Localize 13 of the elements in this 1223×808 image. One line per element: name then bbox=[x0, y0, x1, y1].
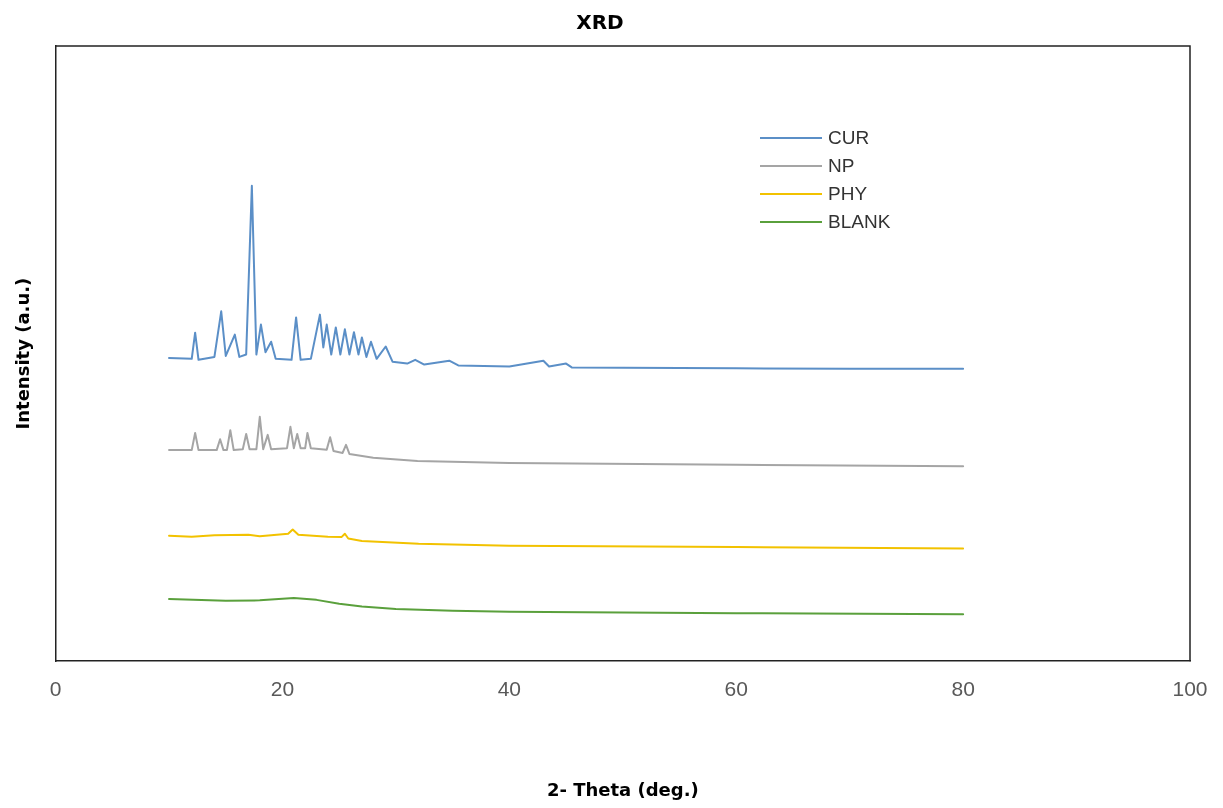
x-tick-label: 100 bbox=[1172, 676, 1208, 700]
legend-label: BLANK bbox=[828, 211, 891, 233]
legend-label: NP bbox=[828, 155, 855, 177]
chart-title: XRD bbox=[576, 10, 624, 35]
x-tick-label: 20 bbox=[270, 676, 295, 700]
x-axis-title: 2- Theta (deg.) bbox=[546, 778, 699, 800]
x-tick-label: 60 bbox=[724, 676, 748, 700]
x-tick-label: 0 bbox=[49, 676, 62, 700]
x-tick-label: 80 bbox=[951, 676, 975, 700]
x-tick-label: 40 bbox=[497, 676, 522, 700]
y-axis-title: Intensity (a.u.) bbox=[12, 277, 34, 430]
legend-label: PHY bbox=[828, 183, 868, 205]
legend-label: CUR bbox=[828, 127, 870, 149]
